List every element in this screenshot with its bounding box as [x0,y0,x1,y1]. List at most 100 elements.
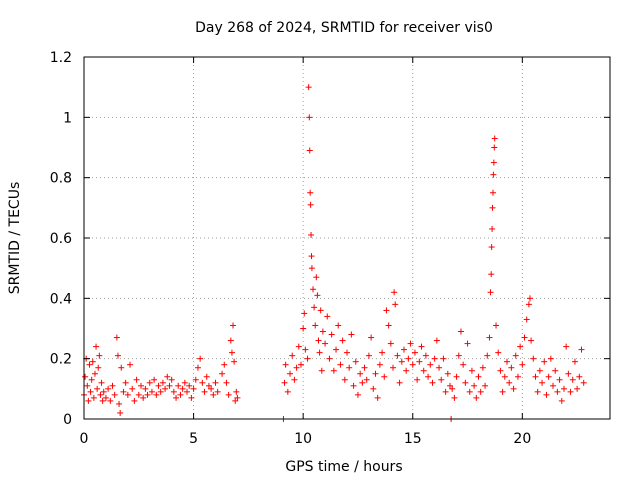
data-point [306,114,313,121]
data-point [475,373,482,380]
data-point [508,364,515,371]
data-point [322,340,329,347]
x-tick-label: 20 [513,431,531,447]
data-point [514,373,521,380]
data-point [131,397,138,404]
data-point [499,388,506,395]
data-point [181,379,188,386]
data-point [318,367,325,374]
data-point [225,391,232,398]
data-point [293,364,300,371]
data-point [576,373,583,380]
data-point [312,322,319,329]
data-point [133,376,140,383]
data-point [118,364,125,371]
data-point [368,334,375,341]
data-point [433,337,440,344]
data-point [164,373,171,380]
data-point [547,355,554,362]
data-point [142,385,149,392]
data-point [153,391,160,398]
data-point [234,394,241,401]
data-point [233,388,240,395]
y-axis-label: SRMTID / TECUs [7,182,23,295]
data-point [85,397,92,404]
data-point [506,379,513,386]
data-point [95,364,102,371]
data-point [550,382,557,389]
data-point [405,355,412,362]
data-point [396,379,403,386]
data-point [346,364,353,371]
data-point [155,382,162,389]
data-point [462,379,469,386]
data-point [374,394,381,401]
data-point [425,373,432,380]
data-point [390,364,397,371]
data-point [578,346,585,353]
data-point [98,379,105,386]
data-point [453,373,460,380]
x-axis-label: GPS time / hours [285,459,402,475]
data-point [449,385,456,392]
data-point [489,189,496,196]
data-point [230,322,237,329]
data-point [491,144,498,151]
data-point [422,352,429,359]
data-point [186,382,193,389]
data-point [357,370,364,377]
data-point [409,361,416,368]
data-point [326,355,333,362]
y-tick-label: 0.6 [50,231,72,247]
data-point [199,379,206,386]
y-tick-label: 0.4 [50,291,72,307]
data-point [532,373,539,380]
data-point [556,376,563,383]
data-point [282,361,289,368]
data-point [431,355,438,362]
data-point [460,361,467,368]
data-point [512,352,519,359]
x-tick-label: 15 [404,431,422,447]
data-point [517,343,524,350]
data-point [539,379,546,386]
data-point [82,373,89,380]
data-point [341,376,348,383]
data-point [173,394,180,401]
data-point [348,331,355,338]
data-point [192,376,199,383]
data-point [284,388,291,395]
data-point [310,286,317,293]
data-point [489,225,496,232]
data-point [227,337,234,344]
data-point [365,352,372,359]
data-point [468,367,475,374]
data-point [166,382,173,389]
data-point [324,313,331,320]
data-point [407,340,414,347]
data-point [205,382,212,389]
x-tick-label: 0 [80,431,89,447]
data-point [140,394,147,401]
data-point [383,307,390,314]
data-point [447,382,454,389]
data-point [295,343,302,350]
data-point [490,171,497,178]
data-point [188,394,195,401]
data-point [122,379,129,386]
data-point [372,370,379,377]
data-point [442,388,449,395]
data-point [528,337,535,344]
data-point [232,397,239,404]
data-point [534,388,541,395]
data-point [289,352,296,359]
data-point [444,370,451,377]
data-point [352,358,359,365]
data-point [455,352,462,359]
data-point [87,388,94,395]
data-point [381,373,388,380]
data-point [311,304,318,311]
data-point [335,322,342,329]
data-point [146,379,153,386]
data-point [418,343,425,350]
